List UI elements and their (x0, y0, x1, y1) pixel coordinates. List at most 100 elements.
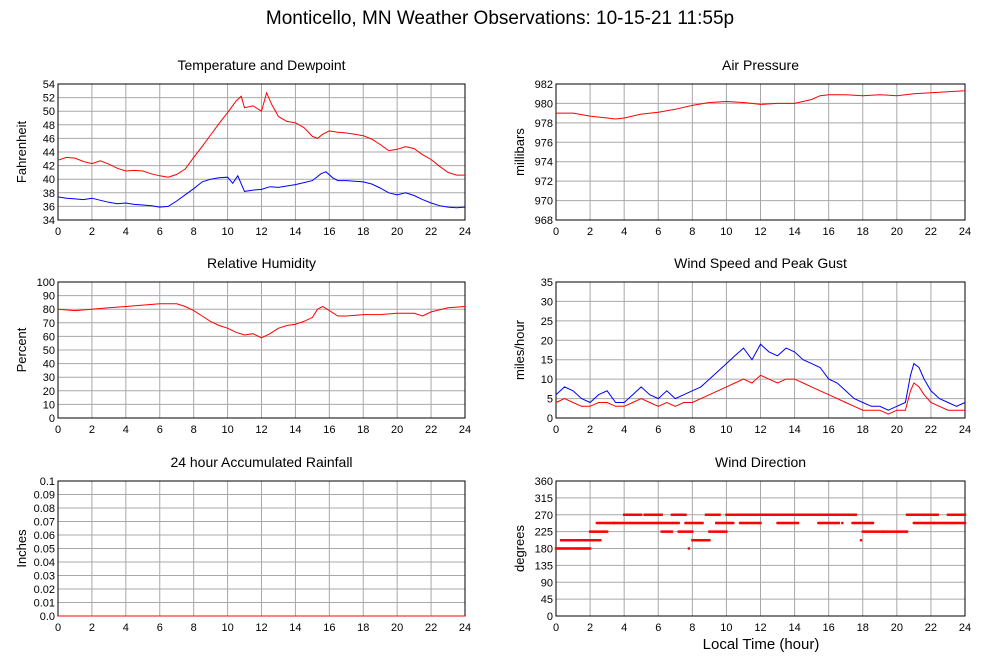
y-tick-label: 50 (43, 106, 55, 118)
direction-point (864, 530, 867, 533)
direction-point (673, 513, 676, 516)
x-tick-label: 4 (621, 226, 627, 238)
direction-point (578, 547, 581, 550)
direction-point (655, 513, 658, 516)
direction-point (933, 521, 936, 525)
y-tick-label: 0 (49, 413, 55, 425)
x-tick-label: 14 (289, 622, 301, 634)
direction-point (778, 513, 781, 516)
x-tick-label: 8 (689, 226, 695, 238)
y-tick-label: 180 (535, 544, 553, 556)
direction-point (777, 521, 781, 525)
direction-point (756, 521, 759, 525)
direction-point (661, 530, 665, 533)
direction-point (850, 513, 854, 516)
direction-point (563, 547, 566, 550)
y-tick-label: 20 (541, 335, 553, 347)
direction-point (643, 521, 646, 525)
x-tick-label: 2 (89, 226, 95, 238)
direction-point (585, 539, 589, 542)
y-tick-label: 135 (535, 560, 553, 572)
x-tick-label: 22 (925, 226, 937, 238)
direction-point (782, 513, 785, 516)
direction-point (929, 521, 932, 525)
direction-point (828, 521, 831, 525)
chart-title: 24 hour Accumulated Rainfall (170, 454, 352, 470)
y-axis-label: millibars (512, 128, 527, 176)
direction-point (640, 521, 643, 525)
direction-point (959, 521, 963, 525)
direction-point (821, 521, 824, 525)
direction-point (636, 513, 639, 516)
direction-point (725, 530, 728, 533)
direction-point (910, 513, 913, 516)
direction-point (824, 513, 828, 516)
direction-point (684, 530, 687, 533)
direction-point (788, 521, 792, 525)
direction-point (745, 513, 749, 516)
direction-point (943, 521, 947, 525)
direction-point (663, 521, 667, 525)
direction-point (581, 539, 585, 542)
y-tick-label: 15 (541, 355, 553, 367)
direction-point (777, 513, 780, 516)
direction-point (867, 530, 870, 533)
x-tick-label: 24 (959, 424, 971, 436)
direction-point (659, 521, 663, 525)
direction-point (626, 521, 629, 525)
direction-point (856, 521, 860, 525)
direction-point (889, 530, 893, 533)
direction-point (843, 513, 847, 516)
plot-frame (57, 281, 466, 419)
x-tick-label: 10 (720, 424, 732, 436)
direction-point (577, 547, 580, 550)
direction-point (573, 547, 576, 550)
y-tick-label: 25 (541, 316, 553, 328)
direction-point (686, 521, 690, 525)
y-tick-label: 225 (535, 527, 553, 539)
x-tick-label: 22 (925, 622, 937, 634)
direction-point (837, 521, 841, 525)
direction-point (636, 521, 639, 525)
direction-point (730, 521, 734, 525)
direction-point (588, 547, 592, 550)
direction-point (791, 521, 794, 525)
direction-point (908, 513, 912, 516)
direction-point (684, 513, 687, 516)
x-tick-label: 12 (255, 622, 267, 634)
x-tick-label: 22 (425, 424, 437, 436)
direction-point (654, 521, 657, 525)
direction-point (845, 513, 848, 516)
x-tick-label: 14 (788, 622, 800, 634)
direction-point (562, 539, 566, 542)
direction-point (629, 521, 632, 525)
direction-point (836, 521, 839, 525)
direction-point (951, 521, 955, 525)
chart-title: Temperature and Dewpoint (177, 57, 345, 73)
direction-point (630, 513, 634, 516)
direction-point (682, 530, 686, 533)
direction-point (771, 513, 774, 516)
direction-point (661, 521, 664, 525)
direction-point (637, 521, 640, 525)
direction-point (794, 513, 798, 516)
direction-point (835, 513, 839, 516)
y-tick-label: 0.01 (34, 598, 55, 610)
direction-point (948, 513, 951, 516)
direction-point (841, 521, 844, 525)
direction-point (575, 539, 578, 542)
direction-point (852, 521, 856, 525)
direction-point (706, 539, 710, 542)
direction-point (832, 521, 835, 525)
direction-point (820, 513, 824, 516)
x-tick-label: 14 (289, 424, 301, 436)
direction-point (651, 521, 654, 525)
direction-point (867, 521, 871, 525)
direction-point (630, 521, 633, 525)
direction-point (659, 513, 662, 516)
direction-point (595, 539, 598, 542)
y-tick-label: 50 (43, 345, 55, 357)
direction-point (749, 513, 753, 516)
y-tick-label: 20 (43, 386, 55, 398)
direction-point (723, 530, 727, 533)
